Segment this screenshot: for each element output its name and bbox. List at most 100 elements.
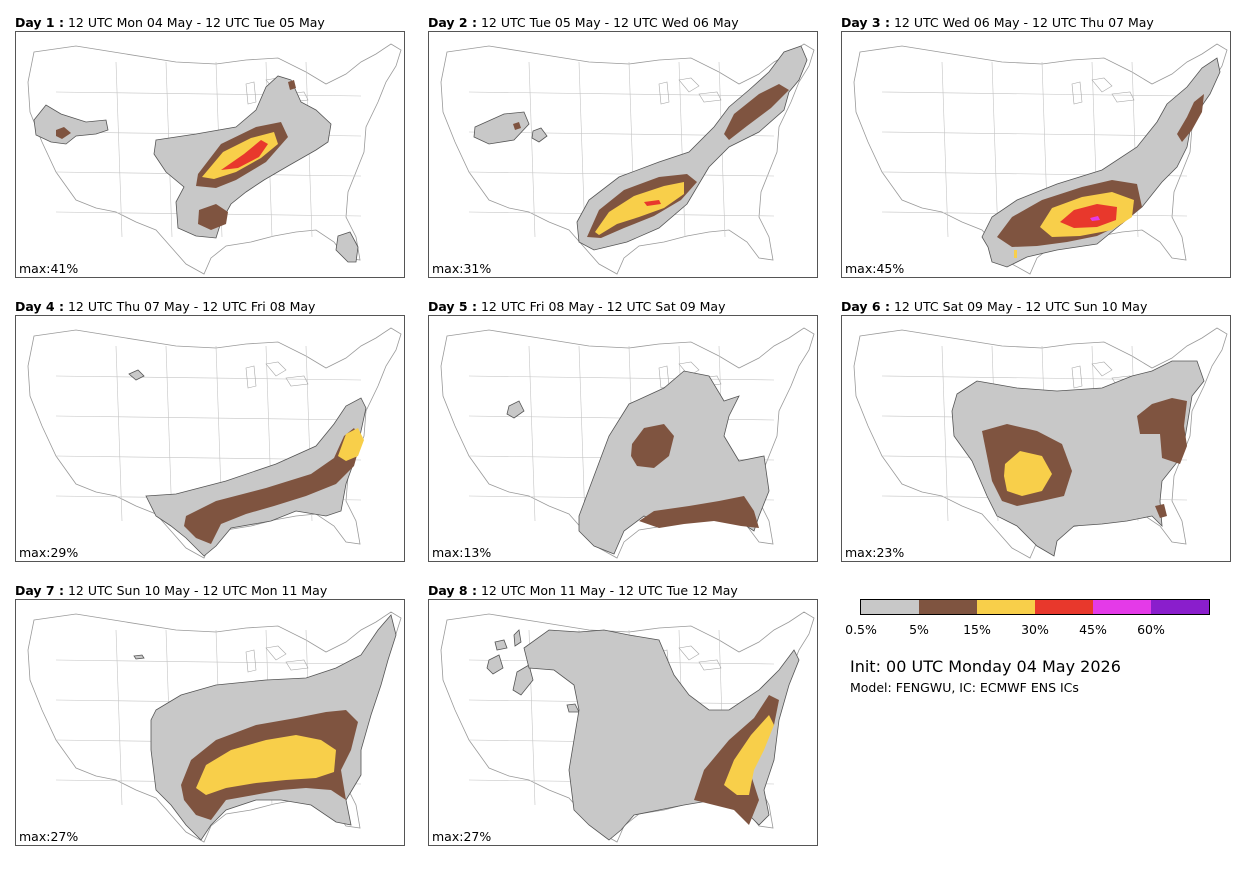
max-probability: max:27% — [432, 829, 492, 844]
great-lake — [1071, 365, 1083, 389]
probability-contours — [981, 57, 1221, 268]
great-lake — [678, 645, 700, 661]
color-swatch — [919, 600, 977, 614]
day-label: Day 8 : — [428, 583, 477, 598]
state-border — [55, 659, 362, 665]
max-probability: max:13% — [432, 545, 492, 560]
great-lake — [658, 81, 670, 105]
state-border — [991, 61, 999, 238]
day-label: Day 6 : — [841, 299, 890, 314]
great-lake — [698, 91, 722, 103]
state-border — [578, 61, 586, 238]
period-label: 12 UTC Sun 10 May - 12 UTC Mon 11 May — [67, 583, 328, 598]
state-border — [528, 61, 536, 238]
probability-contours — [133, 614, 397, 841]
probability-contours — [33, 75, 359, 263]
period-label: 12 UTC Mon 04 May - 12 UTC Tue 05 May — [67, 15, 325, 30]
period-label: 12 UTC Thu 07 May - 12 UTC Fri 08 May — [67, 299, 316, 314]
day-label: Day 4 : — [15, 299, 64, 314]
great-lake — [245, 649, 257, 673]
state-border — [468, 171, 775, 177]
probability-map: max:27% — [428, 599, 818, 846]
panel-title: Day 6 : 12 UTC Sat 09 May - 12 UTC Sun 1… — [841, 299, 1147, 314]
us-basemap — [440, 43, 815, 275]
period-label: 12 UTC Fri 08 May - 12 UTC Sat 09 May — [480, 299, 726, 314]
country-border — [27, 327, 402, 559]
state-border — [55, 375, 362, 381]
colorbar-tick: 15% — [963, 622, 991, 637]
state-border — [678, 61, 686, 238]
probability-contours — [486, 629, 800, 841]
country-border — [440, 43, 815, 275]
period-label: 12 UTC Sat 09 May - 12 UTC Sun 10 May — [893, 299, 1148, 314]
great-lake — [285, 375, 309, 387]
probability-map: max:27% — [15, 599, 405, 846]
country-border — [853, 327, 1228, 559]
great-lake — [1091, 77, 1113, 93]
color-swatch — [861, 600, 919, 614]
panel-title: Day 2 : 12 UTC Tue 05 May - 12 UTC Wed 0… — [428, 15, 739, 30]
period-label: 12 UTC Tue 05 May - 12 UTC Wed 06 May — [480, 15, 739, 30]
colorbar-tick: 5% — [909, 622, 929, 637]
day-label: Day 5 : — [428, 299, 477, 314]
great-lake — [1071, 81, 1083, 105]
max-probability: max:29% — [19, 545, 79, 560]
max-probability: max:23% — [845, 545, 905, 560]
probability-contours — [951, 360, 1205, 557]
great-lake — [698, 659, 722, 671]
state-border — [528, 345, 536, 522]
max-probability: max:45% — [845, 261, 905, 276]
state-border — [881, 131, 1188, 137]
color-swatch — [1151, 600, 1209, 614]
state-border — [881, 91, 1188, 97]
colorbar-tick: 60% — [1137, 622, 1165, 637]
colorbar — [860, 599, 1210, 615]
state-border — [468, 91, 775, 97]
day-label: Day 2 : — [428, 15, 477, 30]
max-probability: max:27% — [19, 829, 79, 844]
state-border — [941, 345, 949, 522]
model-label: Model: FENGWU, IC: ECMWF ENS ICs — [850, 680, 1079, 695]
colorbar-tick: 45% — [1079, 622, 1107, 637]
probability-map: max:45% — [841, 31, 1231, 278]
period-label: 12 UTC Mon 11 May - 12 UTC Tue 12 May — [480, 583, 738, 598]
country-border — [440, 327, 815, 559]
state-border — [578, 345, 586, 522]
panel-title: Day 5 : 12 UTC Fri 08 May - 12 UTC Sat 0… — [428, 299, 725, 314]
state-border — [115, 345, 123, 522]
state-border — [165, 345, 173, 522]
great-lake — [245, 365, 257, 389]
panel-title: Day 7 : 12 UTC Sun 10 May - 12 UTC Mon 1… — [15, 583, 327, 598]
country-border — [27, 43, 402, 275]
probability-map: max:29% — [15, 315, 405, 562]
great-lake — [1111, 91, 1135, 103]
probability-map: max:23% — [841, 315, 1231, 562]
state-border — [941, 61, 949, 238]
state-border — [468, 375, 775, 381]
great-lake — [265, 361, 287, 377]
great-lake — [285, 659, 309, 671]
great-lake — [245, 81, 257, 105]
init-time-label: Init: 00 UTC Monday 04 May 2026 — [850, 657, 1121, 676]
great-lake — [265, 645, 287, 661]
panel-title: Day 3 : 12 UTC Wed 06 May - 12 UTC Thu 0… — [841, 15, 1154, 30]
state-border — [115, 629, 123, 806]
country-border — [440, 611, 815, 843]
probability-map: max:13% — [428, 315, 818, 562]
color-swatch — [1035, 600, 1093, 614]
colorbar-tick: 0.5% — [845, 622, 877, 637]
state-border — [115, 61, 123, 238]
panel-title: Day 8 : 12 UTC Mon 11 May - 12 UTC Tue 1… — [428, 583, 738, 598]
probability-map: max:41% — [15, 31, 405, 278]
probability-contours — [128, 369, 367, 557]
day-label: Day 3 : — [841, 15, 890, 30]
country-border — [853, 43, 1228, 275]
panel-title: Day 4 : 12 UTC Thu 07 May - 12 UTC Fri 0… — [15, 299, 315, 314]
state-border — [55, 415, 362, 421]
probability-map: max:31% — [428, 31, 818, 278]
color-swatch — [977, 600, 1035, 614]
probability-contours — [473, 45, 808, 251]
max-probability: max:31% — [432, 261, 492, 276]
period-label: 12 UTC Wed 06 May - 12 UTC Thu 07 May — [893, 15, 1154, 30]
colorbar-tick: 30% — [1021, 622, 1049, 637]
